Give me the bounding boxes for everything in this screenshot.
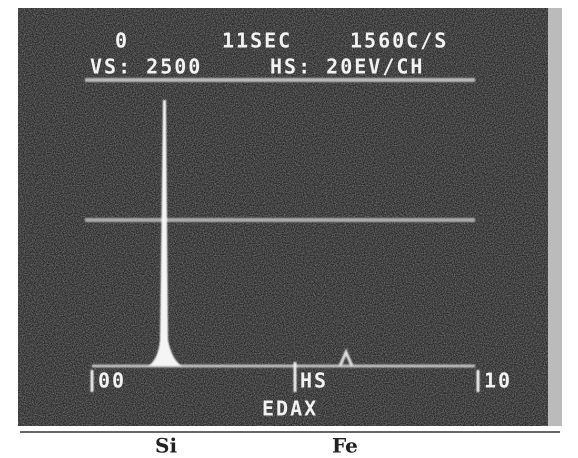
small-peak <box>338 348 354 367</box>
footer: EDAX <box>262 397 318 421</box>
caption-si: Si <box>155 434 177 458</box>
axis-right: 10 <box>484 369 512 393</box>
markers <box>90 362 480 392</box>
header-middle: 11SEC <box>222 29 292 53</box>
peak <box>148 100 182 366</box>
screen-noise <box>18 8 558 426</box>
axis-left: 00 <box>98 369 126 393</box>
header-left: 0 <box>115 29 129 53</box>
axis-middle: HS <box>300 369 328 393</box>
trace <box>85 78 480 392</box>
screen-edge <box>548 8 562 426</box>
caption-fe: Fe <box>332 434 358 458</box>
horizontal-scale: HS: 20EV/CH <box>270 55 424 79</box>
header-right: 1560C/S <box>350 29 448 53</box>
vertical-scale: VS: 2500 <box>90 55 202 79</box>
